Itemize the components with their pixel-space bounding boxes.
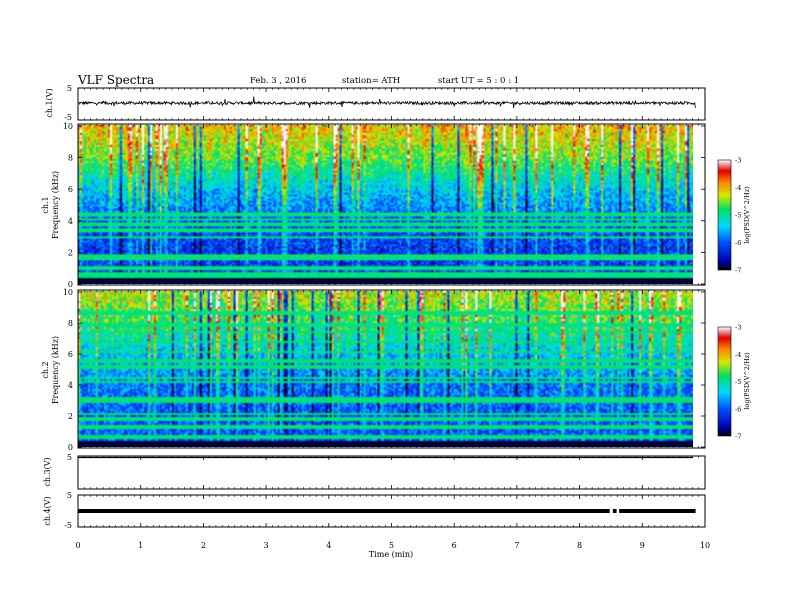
spectrogram-ytick-label: 4: [68, 381, 73, 390]
colorbar-tick-label: -6: [735, 239, 741, 247]
ch1-spectrogram-ylabel-1: ch.1: [41, 196, 50, 213]
ch1-spectrogram-ylabel-2: Frequency (kHz): [51, 171, 60, 239]
ch2-colorbar: -3 -4 -5 -6 -7 log(PSD(V^2/Hz): [717, 324, 751, 441]
colorbar-tick-label: -7: [735, 267, 741, 275]
x-axis-label: Time (min): [369, 550, 413, 559]
colorbar-tick-label: -6: [735, 405, 741, 413]
x-tick-label: 4: [326, 541, 331, 550]
ch2-spectrogram-image: [78, 291, 693, 447]
ch2-spectrogram-ylabel-1: ch.2: [41, 361, 50, 378]
ch3-waveform-panel: ch.3(V) 5: [43, 453, 706, 490]
spectrogram-ytick-label: 8: [68, 319, 73, 328]
ch4-ytick-5: 5: [67, 491, 72, 500]
ch1-colorbar: -3 -4 -5 -6 -7 log(PSD(V^2/Hz): [717, 157, 751, 275]
spectrogram-ytick-label: 4: [68, 217, 73, 226]
spectrogram-ytick-label: 2: [68, 248, 73, 257]
colorbar-tick-label: -5: [735, 212, 741, 220]
x-tick-label: 9: [640, 541, 645, 550]
ch1-spectrogram-panel: 0 2 4 6 8 10 ch.1 Frequency (kHz): [41, 122, 706, 289]
ch1-ylabel: ch.1(V): [45, 88, 54, 117]
x-tick-label: 7: [514, 541, 519, 550]
x-tick-label: 8: [577, 541, 582, 550]
spectrogram-ytick-label: 0: [68, 443, 73, 452]
ch1-ytick-5: 5: [67, 84, 72, 93]
ch3-ytick-5: 5: [67, 453, 72, 462]
x-tick-label: 0: [75, 541, 80, 550]
x-tick-label: 1: [138, 541, 143, 550]
ch4-ylabel: ch.4(V): [43, 496, 52, 525]
colorbar-tick-label: -4: [735, 351, 741, 359]
colorbar-tick-label: -7: [735, 433, 741, 441]
header-date: Feb. 3 , 2016: [250, 76, 306, 86]
spectrogram-ytick-label: 6: [68, 350, 73, 359]
colorbar-tick-label: -4: [735, 184, 741, 192]
spectrogram-ytick-label: 8: [68, 154, 73, 163]
ch1-spectrogram-image: [78, 125, 693, 284]
ch1-ytick-neg5: -5: [64, 113, 72, 122]
figure-title: VLF Spectra: [77, 73, 154, 87]
spectrogram-ytick-label: 10: [63, 122, 73, 131]
spectrogram-ytick-label: 2: [68, 412, 73, 421]
x-tick-label: 2: [201, 541, 206, 550]
ch4-ytick-neg5: -5: [64, 521, 72, 530]
spectrogram-ytick-label: 10: [63, 288, 73, 297]
header-station: station= ATH: [342, 76, 400, 86]
x-tick-label: 5: [389, 541, 394, 550]
ch2-colorbar-label: log(PSD(V^2/Hz): [743, 352, 751, 410]
ch2-colorbar-gradient: [717, 326, 732, 437]
header-start-time: start UT = 5 : 0 : 1: [438, 76, 519, 86]
x-tick-label: 6: [452, 541, 457, 550]
x-tick-label: 10: [700, 541, 710, 550]
colorbar-tick-label: -3: [735, 157, 741, 165]
spectrogram-ytick-label: 0: [68, 280, 73, 289]
ch2-spectrogram-ylabel-2: Frequency (kHz): [51, 336, 60, 404]
ch1-colorbar-gradient: [717, 159, 732, 271]
ch1-colorbar-label: log(PSD(V^2/Hz): [743, 186, 751, 244]
ch4-waveform-panel: ch.4(V) 5 -5: [43, 491, 706, 530]
spectrogram-ytick-label: 6: [68, 185, 73, 194]
ch3-ylabel: ch.3(V): [43, 457, 52, 486]
colorbar-tick-label: -5: [735, 378, 741, 386]
x-tick-label: 3: [264, 541, 269, 550]
ch1-trace: [77, 96, 696, 109]
ch1-waveform-panel: ch.1(V) 5 -5: [45, 84, 706, 122]
ch2-spectrogram-panel: 0 2 4 6 8 10 ch.2 Frequency (kHz): [41, 288, 706, 452]
ch3-frame: [77, 455, 706, 490]
colorbar-tick-label: -3: [735, 324, 741, 332]
